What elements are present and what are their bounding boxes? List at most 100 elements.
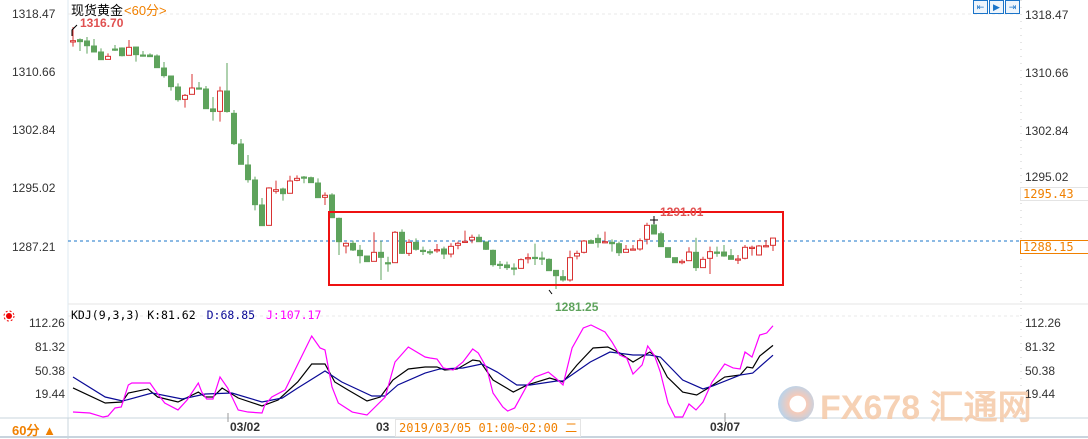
current-price-tag: 1288.15: [1020, 240, 1088, 254]
candle-body: [581, 240, 587, 253]
kdj-k-value: K:81.62: [147, 308, 196, 322]
candle: [399, 229, 405, 255]
candle: [147, 53, 153, 58]
candle-body: [539, 257, 545, 260]
candle-body: [154, 55, 160, 69]
candle: [350, 240, 356, 251]
ma-value-tag: 1295.43: [1020, 187, 1088, 201]
candle: [644, 222, 650, 245]
candle-body: [735, 258, 741, 261]
candle-body: [623, 248, 629, 253]
candle: [252, 176, 258, 211]
candle-body: [609, 241, 615, 245]
candle: [637, 238, 643, 251]
kdj-settings-icon[interactable]: [3, 310, 15, 322]
candle: [574, 250, 580, 260]
candle-body: [700, 258, 706, 269]
candle-body: [476, 236, 482, 243]
candle: [511, 263, 517, 276]
candle: [490, 249, 496, 267]
candle: [133, 46, 139, 62]
candle: [175, 83, 181, 102]
candle: [553, 269, 559, 290]
candle-body: [434, 249, 440, 252]
candle: [217, 86, 223, 122]
candle-body: [364, 255, 370, 263]
right-kdj-axis-label: 112.26: [1025, 316, 1061, 330]
candle: [609, 239, 615, 252]
candle: [707, 246, 713, 274]
candle: [280, 187, 286, 201]
candle-body: [490, 249, 496, 266]
candle: [343, 242, 349, 254]
candle: [469, 234, 475, 244]
price-axis-label: 1302.84: [12, 123, 56, 137]
candle-body: [448, 245, 454, 255]
candle: [504, 261, 510, 270]
candle-body: [707, 251, 713, 259]
candle: [189, 74, 195, 95]
candle-body: [217, 90, 223, 112]
kdj-d-line: [72, 351, 774, 403]
candle-body: [644, 224, 650, 240]
high-price-label: 1316.70: [80, 16, 124, 30]
candle: [385, 256, 391, 272]
candle: [616, 241, 622, 257]
candle-body: [140, 54, 146, 57]
candle-body: [259, 204, 265, 227]
scroll-to-end-icon[interactable]: ⇥: [1005, 0, 1020, 14]
candle-body: [427, 251, 433, 254]
kdj-axis-label: 19.44: [35, 387, 66, 401]
candle-body: [756, 245, 762, 256]
candle: [308, 176, 314, 184]
candle-body: [182, 94, 188, 100]
candle: [560, 269, 566, 282]
price-axis-label: 1295.02: [12, 181, 56, 195]
candle-body: [532, 256, 538, 260]
candle-body: [350, 242, 356, 251]
candle: [749, 245, 755, 256]
candle-body: [595, 237, 601, 244]
candle: [329, 193, 335, 219]
candle-body: [371, 251, 377, 262]
candle-body: [161, 67, 167, 77]
zoom-in-icon[interactable]: ⇤: [973, 0, 988, 14]
candle-body: [504, 264, 510, 269]
watermark: FX678 汇通网: [820, 389, 1032, 427]
play-forward-icon[interactable]: ▶: [989, 0, 1004, 14]
period-selector-button[interactable]: 60分 ▲: [12, 423, 56, 438]
candle-body: [77, 39, 83, 43]
candle: [273, 180, 279, 194]
time-tooltip: 2019/03/05 01:00~02:00 二: [395, 419, 582, 437]
candle-body: [574, 252, 580, 257]
candle: [763, 239, 769, 248]
candle-body: [70, 40, 76, 43]
candle: [105, 53, 111, 60]
candle: [266, 187, 272, 226]
candle: [336, 217, 342, 255]
candle: [735, 254, 741, 265]
right-price-axis-label: 1295.02: [1025, 170, 1069, 184]
candle-body: [665, 247, 671, 258]
candle: [357, 245, 363, 264]
candle: [140, 51, 146, 57]
candle: [595, 234, 601, 248]
candle: [322, 192, 328, 205]
candle-body: [469, 236, 475, 241]
candle-body: [728, 255, 734, 260]
candle-body: [224, 90, 230, 113]
candle: [728, 249, 734, 260]
candle: [238, 138, 244, 165]
candle-body: [483, 241, 489, 250]
candle-body: [210, 108, 216, 113]
period-label[interactable]: <60分>: [124, 3, 167, 18]
kdj-legend: KDJ(9,3,3) K:81.62 D:68.85 J:107.17: [71, 308, 321, 322]
candle-body: [301, 176, 307, 179]
candle-body: [693, 251, 699, 269]
candle: [301, 175, 307, 184]
candle-body: [420, 249, 426, 253]
candle: [203, 85, 209, 110]
candle: [770, 237, 776, 251]
candle-body: [147, 54, 153, 58]
